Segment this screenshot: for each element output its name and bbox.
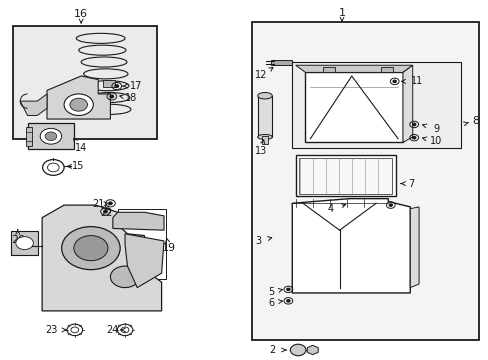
Text: 6: 6 bbox=[268, 298, 274, 308]
Polygon shape bbox=[271, 60, 292, 65]
Text: 4: 4 bbox=[326, 204, 333, 215]
Text: 19: 19 bbox=[162, 243, 176, 253]
Bar bbox=[261, 136, 268, 144]
Text: 10: 10 bbox=[429, 136, 441, 146]
Bar bbox=[322, 67, 334, 72]
Bar bbox=[11, 231, 38, 255]
Text: 20: 20 bbox=[11, 235, 25, 245]
Polygon shape bbox=[292, 199, 409, 293]
Circle shape bbox=[110, 266, 140, 288]
Text: 17: 17 bbox=[130, 81, 142, 91]
Text: 23: 23 bbox=[45, 325, 58, 335]
Circle shape bbox=[286, 300, 289, 302]
Text: 24: 24 bbox=[106, 325, 119, 335]
Circle shape bbox=[110, 95, 113, 98]
FancyBboxPatch shape bbox=[305, 72, 402, 142]
Text: 18: 18 bbox=[125, 93, 137, 103]
Circle shape bbox=[108, 202, 112, 204]
Bar bbox=[103, 80, 115, 87]
Text: 11: 11 bbox=[409, 76, 422, 86]
Ellipse shape bbox=[257, 134, 272, 139]
Circle shape bbox=[115, 85, 118, 87]
Text: 2: 2 bbox=[269, 345, 275, 355]
Text: 14: 14 bbox=[75, 143, 87, 153]
Polygon shape bbox=[47, 76, 110, 119]
Bar bbox=[26, 127, 32, 145]
Circle shape bbox=[45, 132, 57, 140]
Text: 7: 7 bbox=[408, 179, 414, 189]
Circle shape bbox=[16, 237, 33, 249]
Circle shape bbox=[61, 226, 120, 270]
Bar bbox=[380, 67, 392, 72]
Polygon shape bbox=[409, 207, 418, 288]
Circle shape bbox=[40, 129, 61, 144]
Circle shape bbox=[74, 235, 108, 261]
Text: 22: 22 bbox=[101, 208, 113, 219]
Bar bbox=[295, 155, 395, 196]
Text: 1: 1 bbox=[338, 8, 345, 18]
Text: 5: 5 bbox=[267, 287, 274, 297]
Polygon shape bbox=[113, 212, 163, 230]
Circle shape bbox=[392, 80, 395, 82]
Ellipse shape bbox=[257, 93, 272, 99]
Circle shape bbox=[388, 204, 391, 206]
Text: 8: 8 bbox=[471, 116, 479, 126]
Polygon shape bbox=[125, 234, 163, 288]
Bar bbox=[299, 158, 391, 194]
Text: 15: 15 bbox=[71, 161, 84, 171]
Circle shape bbox=[290, 344, 305, 356]
Text: 9: 9 bbox=[432, 124, 438, 134]
Polygon shape bbox=[20, 94, 47, 116]
FancyBboxPatch shape bbox=[28, 123, 74, 149]
Bar bbox=[257, 96, 272, 137]
Text: 16: 16 bbox=[74, 9, 88, 19]
Text: 12: 12 bbox=[255, 70, 267, 80]
Circle shape bbox=[103, 210, 107, 213]
Text: 13: 13 bbox=[254, 146, 266, 156]
Circle shape bbox=[286, 288, 289, 291]
Bar bbox=[292, 62, 460, 148]
Text: 3: 3 bbox=[255, 236, 261, 246]
Polygon shape bbox=[402, 65, 412, 142]
Bar bbox=[118, 209, 165, 279]
Bar bbox=[251, 22, 478, 339]
Circle shape bbox=[412, 136, 415, 139]
Circle shape bbox=[64, 94, 93, 116]
Polygon shape bbox=[295, 65, 412, 72]
Text: 21: 21 bbox=[92, 199, 104, 210]
Bar bbox=[13, 26, 157, 139]
Circle shape bbox=[70, 98, 87, 111]
Polygon shape bbox=[306, 345, 318, 355]
Polygon shape bbox=[42, 205, 161, 311]
Circle shape bbox=[412, 123, 415, 126]
